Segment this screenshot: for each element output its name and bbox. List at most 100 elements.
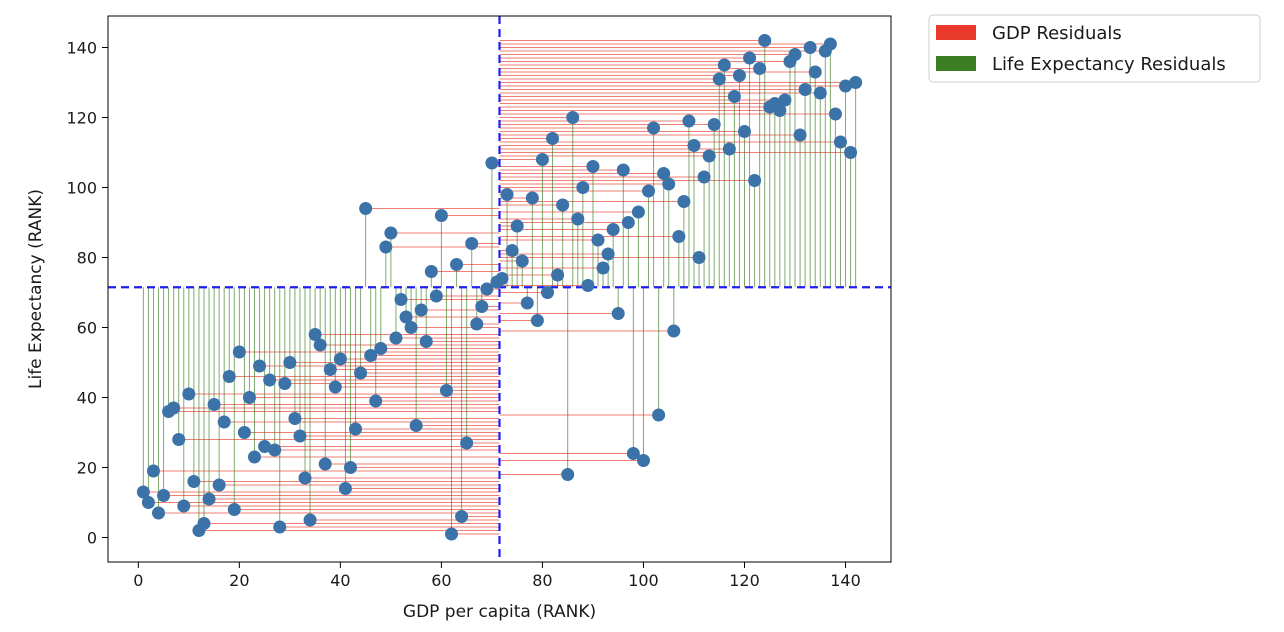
data-point: [253, 359, 267, 373]
data-point: [631, 205, 645, 219]
data-point: [808, 65, 822, 79]
data-point: [803, 41, 817, 54]
data-point: [616, 163, 630, 177]
data-point: [556, 198, 570, 212]
data-point: [576, 181, 590, 194]
data-point: [445, 527, 459, 541]
data-point: [465, 237, 479, 250]
data-point: [722, 142, 736, 156]
data-point: [778, 93, 792, 107]
x-tick-label: 100: [628, 571, 659, 590]
data-point: [450, 258, 464, 271]
data-point: [217, 415, 231, 429]
data-point: [844, 146, 858, 159]
data-point: [636, 454, 650, 467]
data-point: [596, 261, 610, 275]
data-point: [389, 331, 403, 345]
data-point: [333, 352, 347, 366]
data-point: [323, 363, 337, 376]
data-point: [520, 296, 534, 310]
data-point: [338, 482, 352, 495]
data-point: [485, 156, 499, 170]
data-point: [697, 170, 711, 184]
data-point: [793, 128, 807, 142]
data-point: [561, 468, 575, 481]
data-point: [283, 356, 297, 369]
data-point: [359, 202, 373, 215]
data-point: [384, 226, 398, 240]
data-point: [662, 177, 676, 191]
x-tick-label: 80: [532, 571, 552, 590]
data-point: [227, 503, 241, 516]
data-point: [505, 244, 519, 257]
data-point: [828, 107, 842, 121]
data-point: [288, 412, 302, 425]
data-point: [500, 188, 514, 201]
y-tick-label: 120: [66, 109, 97, 128]
data-point: [727, 90, 741, 103]
data-point: [434, 209, 448, 222]
data-point: [652, 408, 666, 422]
data-point: [621, 216, 635, 229]
data-point: [535, 153, 549, 166]
data-point: [540, 286, 554, 299]
data-point: [379, 240, 393, 254]
data-point: [136, 485, 150, 499]
data-point: [187, 475, 201, 488]
data-point: [409, 419, 423, 432]
data-point: [318, 457, 332, 471]
data-point: [429, 289, 443, 303]
data-point: [308, 328, 322, 341]
y-tick-label: 60: [77, 319, 97, 338]
data-point: [424, 265, 438, 278]
data-point: [758, 34, 772, 47]
legend-frame: [928, 14, 1261, 83]
data-point: [525, 191, 539, 205]
data-point: [712, 72, 726, 86]
data-point: [152, 506, 166, 520]
data-point: [470, 317, 484, 331]
data-point: [642, 184, 656, 198]
data-point: [157, 489, 171, 502]
data-point: [343, 461, 357, 474]
data-point: [753, 62, 767, 75]
data-point: [455, 510, 469, 523]
x-tick-label: 40: [330, 571, 350, 590]
data-point: [773, 104, 787, 117]
x-axis-label: GDP per capita (RANK): [403, 602, 596, 622]
y-tick-label: 20: [77, 459, 97, 478]
data-point: [611, 307, 625, 320]
data-point: [258, 440, 272, 453]
data-point: [328, 380, 342, 394]
data-point: [303, 513, 317, 527]
legend-label-life-expectancy-residuals: Life Expectancy Residuals: [992, 54, 1226, 75]
data-point: [439, 384, 453, 397]
data-point: [247, 450, 261, 464]
data-point: [278, 377, 292, 390]
plot-frame: [107, 15, 892, 563]
data-point: [177, 499, 191, 513]
y-tick-label: 100: [66, 179, 97, 198]
legend-swatch-life-expectancy-residuals: [936, 56, 976, 71]
data-point: [682, 114, 696, 128]
data-point: [141, 496, 155, 509]
y-tick-label: 0: [87, 529, 97, 548]
data-point: [833, 135, 847, 149]
data-point: [667, 324, 681, 338]
data-point: [601, 247, 615, 261]
data-point: [475, 300, 489, 313]
data-point: [399, 310, 413, 324]
data-point: [414, 303, 428, 317]
scatter-points: [136, 34, 863, 541]
y-tick-label: 80: [77, 249, 97, 268]
data-point: [212, 478, 226, 492]
legend: GDP Residuals Life Expectancy Residuals: [928, 14, 1261, 83]
data-point: [222, 370, 236, 383]
data-point: [313, 338, 327, 352]
x-tick-label: 120: [729, 571, 760, 590]
data-point: [237, 426, 251, 439]
data-point: [182, 387, 196, 401]
data-point: [788, 48, 802, 61]
data-point: [515, 254, 529, 268]
